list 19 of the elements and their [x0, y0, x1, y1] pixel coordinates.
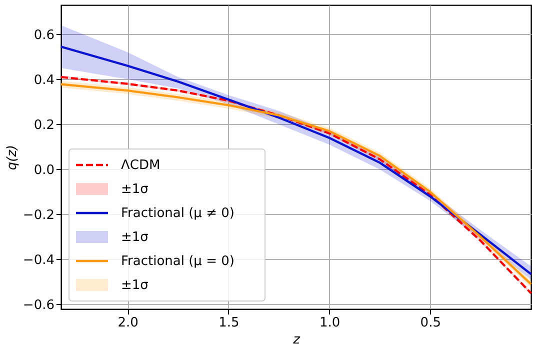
x-axis-title: z	[292, 332, 302, 348]
y-tick-label: −0.2	[22, 208, 54, 223]
legend-label: ΛCDM	[121, 158, 160, 173]
annotation: ±1σ	[121, 182, 148, 197]
y-tick-label: 0.2	[34, 118, 54, 133]
y-tick-label: −0.6	[22, 298, 54, 313]
x-tick-label: 1.5	[218, 316, 240, 330]
legend-label: Fractional (μ = 0)	[121, 254, 234, 269]
x-tick-label: 1.0	[319, 316, 340, 330]
legend-label: Fractional (μ ≠ 0)	[121, 206, 234, 221]
y-tick-label: 0.4	[34, 72, 54, 88]
y-axis-title: q(z)	[4, 144, 20, 170]
annotation: ±1σ	[121, 230, 148, 245]
y-tick-label: −0.4	[22, 252, 54, 268]
y-tick-label: 0.0	[34, 162, 54, 178]
annotation: ±1σ	[121, 278, 148, 293]
x-tick-label: 0.5	[420, 316, 441, 330]
y-tick-label: 0.6	[34, 28, 54, 43]
x-tick-label: 2.0	[118, 316, 138, 330]
